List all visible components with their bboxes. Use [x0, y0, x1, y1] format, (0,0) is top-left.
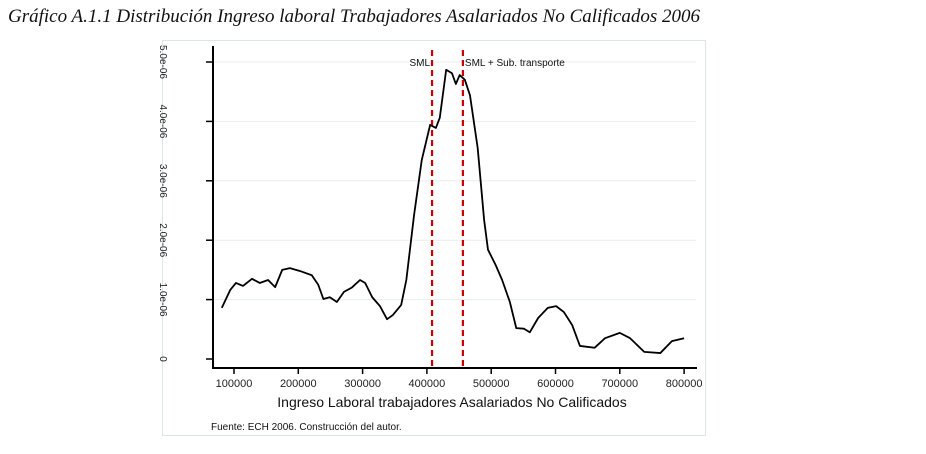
source-note: Fuente: ECH 2006. Construcción del autor…: [211, 422, 402, 433]
y-tick-label: 5.0e-06: [157, 45, 168, 79]
x-tick-label: 300000: [344, 378, 381, 390]
y-tick-label: 3.0e-06: [157, 164, 168, 198]
x-tick-label: 600000: [537, 378, 574, 390]
x-tick-label: 200000: [280, 378, 317, 390]
y-tick-label: 2.0e-06: [157, 223, 168, 257]
y-tick-label: 1.0e-06: [157, 283, 168, 317]
reference-label: SML: [409, 58, 430, 69]
reference-label: SML + Sub. transporte: [465, 58, 565, 69]
x-tick-label: 100000: [216, 378, 253, 390]
figure-title: Gráfico A.1.1 Distribución Ingreso labor…: [8, 6, 700, 27]
y-tick-label: 4.0e-06: [157, 104, 168, 138]
x-tick-label: 400000: [409, 378, 446, 390]
x-tick-label: 500000: [473, 378, 510, 390]
chart-frame: [162, 40, 706, 436]
density-line: [220, 68, 685, 354]
x-axis-label: Ingreso Laboral trabajadores Asalariados…: [277, 394, 626, 410]
x-tick-label: 800000: [666, 378, 703, 390]
x-tick-label: 700000: [601, 378, 638, 390]
y-tick-label: 0: [157, 356, 168, 362]
